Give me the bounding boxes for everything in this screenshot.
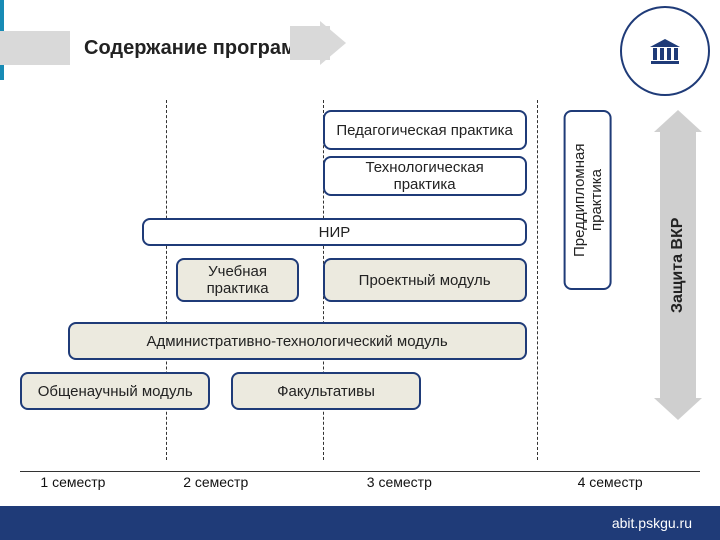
arrow-up-icon: [654, 398, 702, 420]
semester-labels-row: 1 семестр 2 семестр 3 семестр 4 семестр: [20, 474, 700, 494]
timeline-area: Педагогическая практика Технологическая п…: [20, 100, 700, 460]
defense-arrow: Защита ВКР: [660, 110, 696, 420]
title-chevron-icon: [320, 21, 346, 65]
defense-label: Защита ВКР: [669, 217, 687, 312]
title-grey-block: [0, 31, 70, 65]
footer-bar: abit.pskgu.ru: [0, 506, 720, 540]
module-nir: НИР: [142, 218, 526, 246]
title-band: Содержание программы: [0, 26, 328, 70]
module-tech_practice: Технологическая практика: [323, 156, 527, 196]
university-logo: [620, 6, 710, 96]
module-pre_diploma: Преддипломная практика: [564, 110, 612, 290]
semester-label: 3 семестр: [367, 474, 432, 490]
module-admin_tech: Административно-технологический модуль: [68, 322, 527, 360]
slide: Содержание программы Педагогическая прак…: [0, 0, 720, 540]
semester-label: 2 семестр: [183, 474, 248, 490]
semester-divider: [537, 100, 538, 460]
module-project_module: Проектный модуль: [323, 258, 527, 302]
module-ped_practice: Педагогическая практика: [323, 110, 527, 150]
arrow-down-icon: [654, 110, 702, 132]
module-general_sci: Общенаучный модуль: [20, 372, 210, 410]
module-study_practice: Учебная практика: [176, 258, 298, 302]
logo-building-icon: [648, 37, 682, 65]
timeline-axis: [20, 471, 700, 472]
footer-url: abit.pskgu.ru: [612, 515, 692, 531]
module-electives: Факультативы: [231, 372, 421, 410]
semester-label: 4 семестр: [578, 474, 643, 490]
semester-label: 1 семестр: [40, 474, 105, 490]
